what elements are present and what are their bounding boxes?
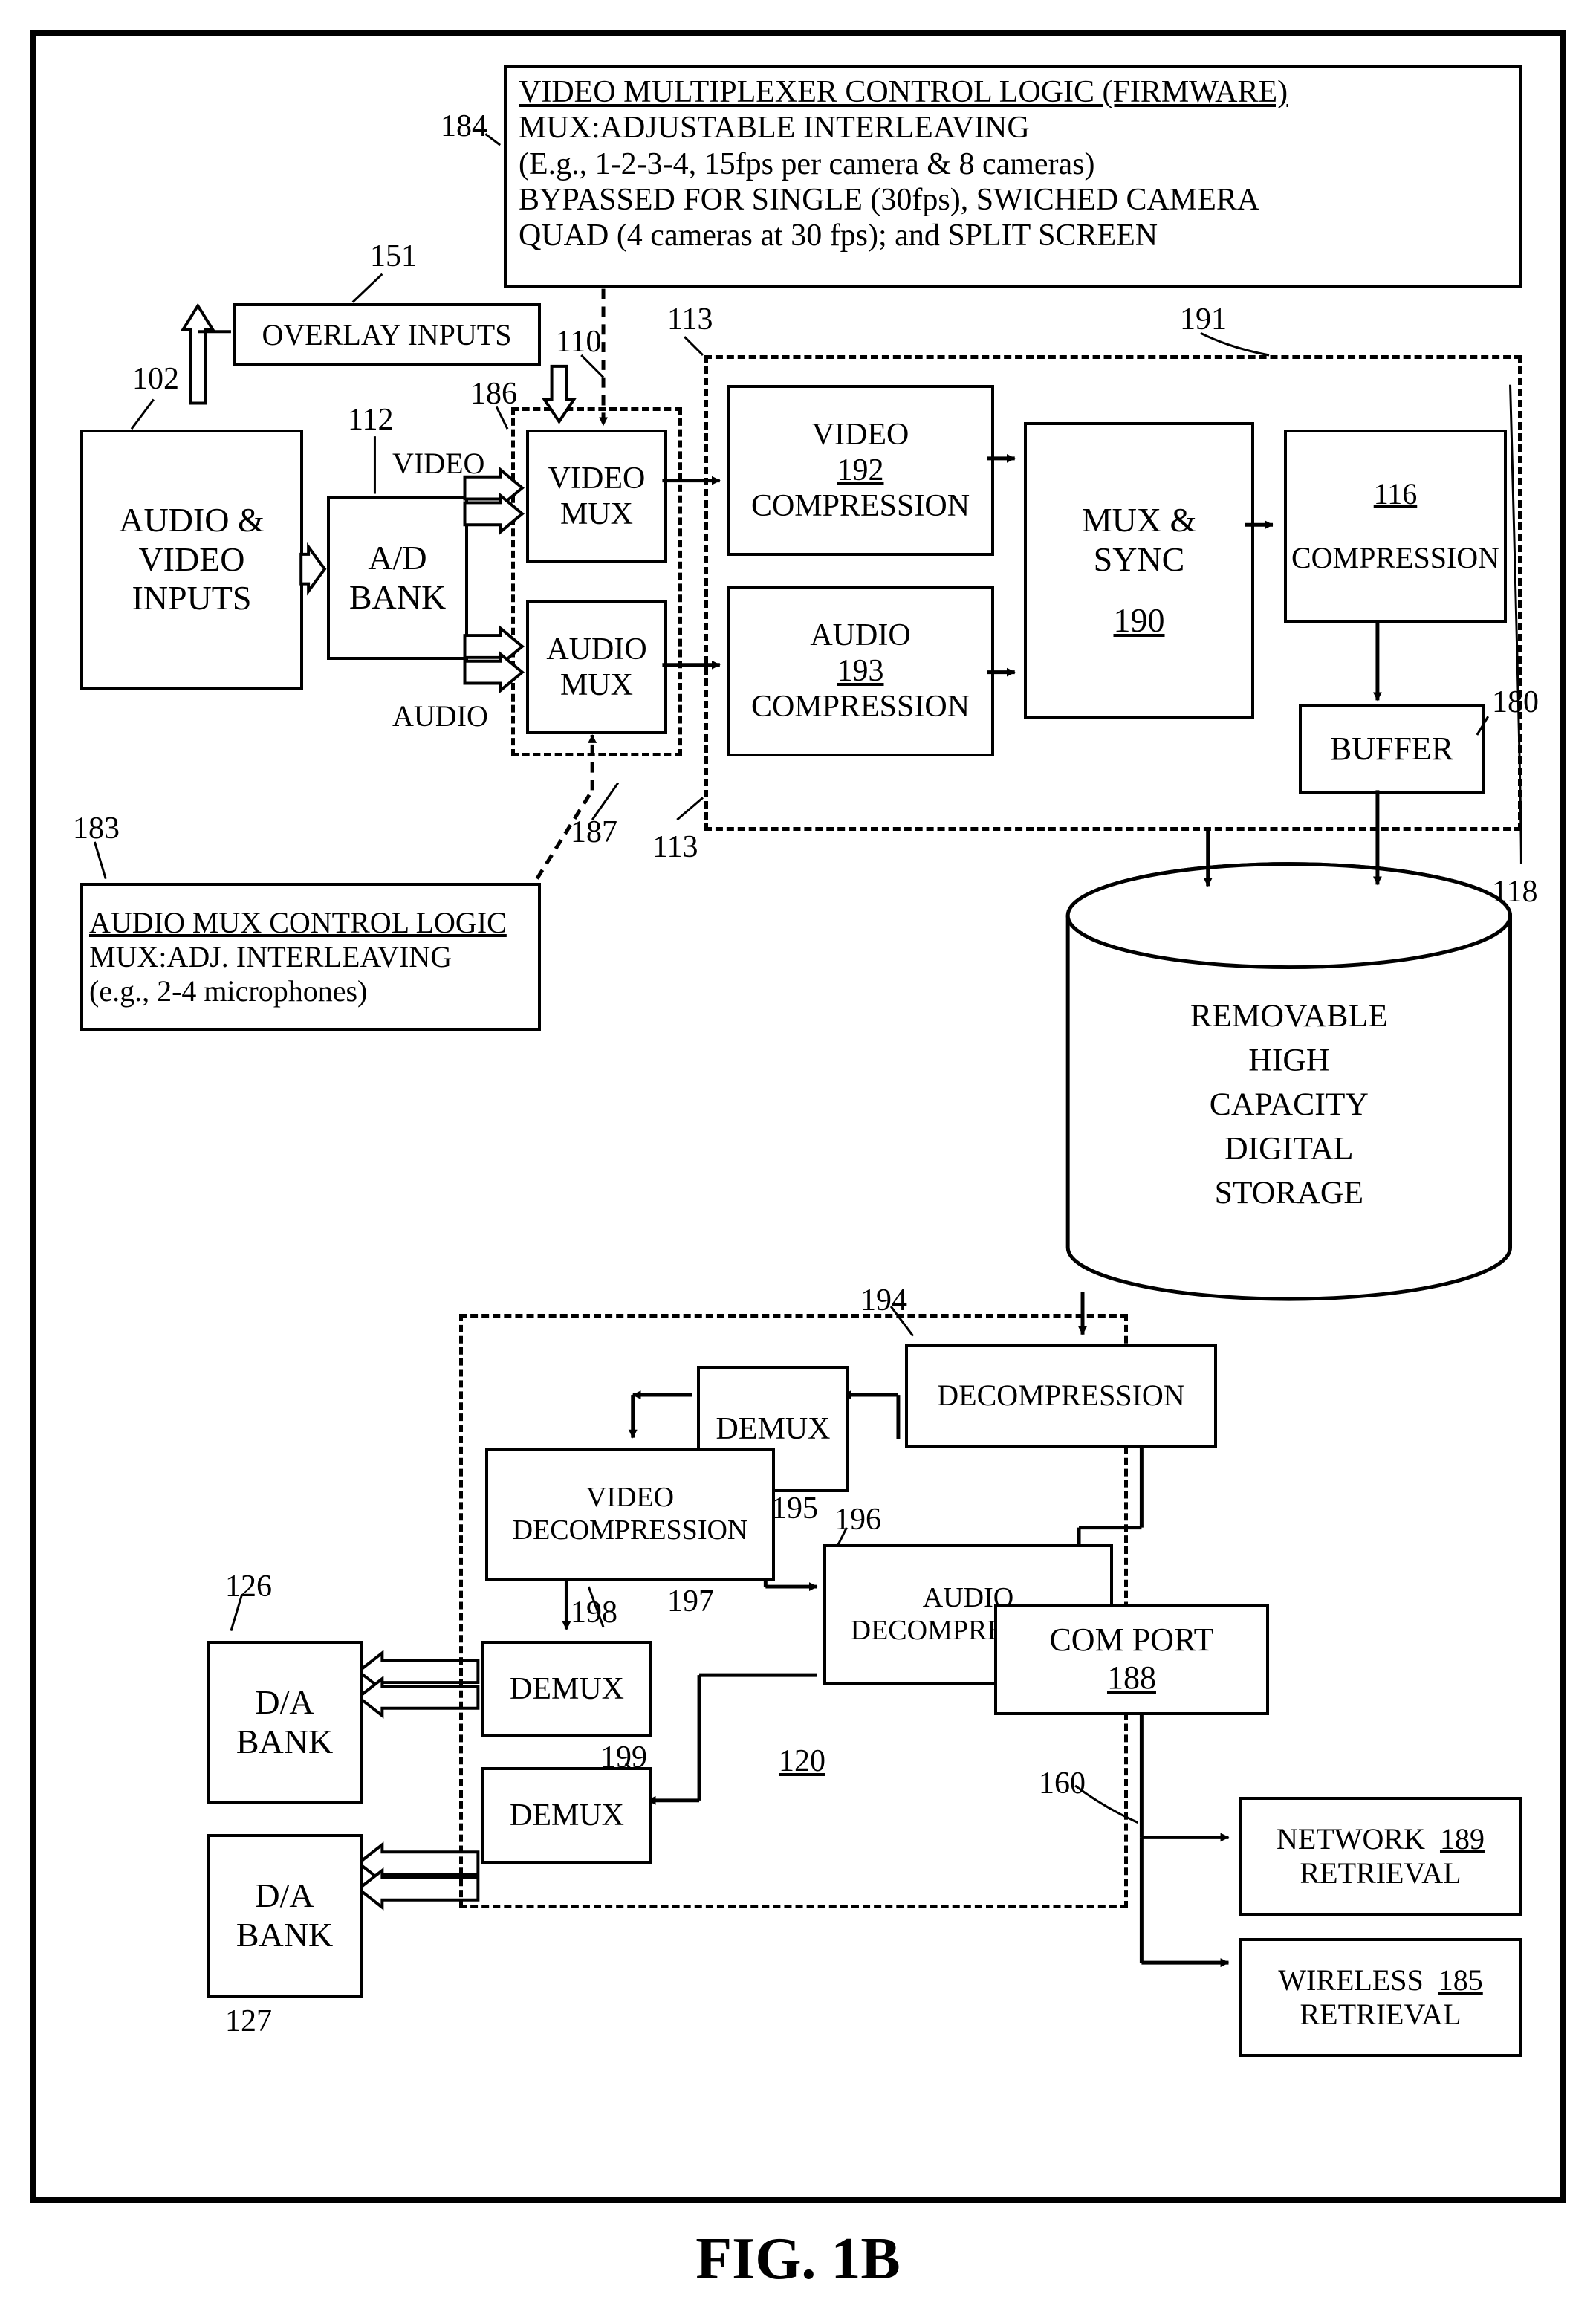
av-inputs-label: AUDIO &VIDEOINPUTS <box>119 501 264 619</box>
da-bank1-label: D/ABANK <box>236 1683 333 1762</box>
audio-video-inputs-block: AUDIO &VIDEOINPUTS <box>80 430 303 690</box>
demux-label: DEMUX <box>716 1411 831 1447</box>
video-compression-block: VIDEO 192 COMPRESSION <box>727 385 994 556</box>
ref-113a: 113 <box>667 303 713 336</box>
decompression-label: DECOMPRESSION <box>937 1378 1184 1413</box>
audio-comp-l2: COMPRESSION <box>751 689 970 725</box>
buffer-block: BUFFER <box>1299 704 1485 794</box>
ref-120: 120 <box>779 1745 825 1778</box>
audio-mux-logic-l2: MUX:ADJ. INTERLEAVING <box>89 940 507 974</box>
wl-ref: 185 <box>1438 1963 1483 1997</box>
video-decompression-block: VIDEO DECOMPRESSION <box>485 1448 775 1581</box>
compression-block: 116 COMPRESSION <box>1284 430 1507 623</box>
mux-sync-l2: SYNC <box>1082 540 1197 580</box>
buffer-label: BUFFER <box>1330 730 1453 768</box>
wl-l2: RETRIEVAL <box>1278 1998 1483 2032</box>
audio-mux-block: AUDIOMUX <box>526 600 667 734</box>
video-comp-ref: 192 <box>837 453 884 487</box>
ref-118: 118 <box>1492 875 1537 908</box>
audio-mux-logic-l3: (e.g., 2-4 microphones) <box>89 974 507 1008</box>
ref-113b: 113 <box>652 831 698 864</box>
svg-text:REMOVABLE: REMOVABLE <box>1190 998 1388 1034</box>
mux-sync-block: MUX & SYNC 190 <box>1024 422 1254 719</box>
ref-198: 198 <box>571 1596 617 1629</box>
video-label: VIDEO <box>392 448 484 479</box>
ref-199: 199 <box>600 1741 647 1774</box>
vdecomp-l2: DECOMPRESSION <box>513 1514 748 1547</box>
ad-bank-block: A/DBANK <box>327 496 468 660</box>
audio-comp-ref: 193 <box>837 654 884 688</box>
video-mux-logic-title: VIDEO MULTIPLEXER CONTROL LOGIC (FIRMWAR… <box>519 74 1507 110</box>
video-mux-control-logic-block: VIDEO MULTIPLEXER CONTROL LOGIC (FIRMWAR… <box>504 65 1522 288</box>
network-retrieval-block: NETWORK 189 RETRIEVAL <box>1239 1797 1522 1916</box>
svg-text:DIGITAL: DIGITAL <box>1224 1131 1353 1167</box>
audio-comp-l1: AUDIO <box>751 618 970 653</box>
ref-196: 196 <box>834 1503 881 1536</box>
net-l2: RETRIEVAL <box>1277 1856 1485 1891</box>
video-mux-block: VIDEOMUX <box>526 430 667 563</box>
demux3-block: DEMUX <box>481 1767 652 1864</box>
ref-183: 183 <box>73 812 120 845</box>
video-comp-l1: VIDEO <box>751 417 970 453</box>
ref-126: 126 <box>225 1570 272 1603</box>
mux-sync-l1: MUX & <box>1082 501 1197 540</box>
decompression-block: DECOMPRESSION <box>905 1344 1217 1448</box>
demux2-label: DEMUX <box>510 1671 624 1707</box>
demux3-label: DEMUX <box>510 1798 624 1833</box>
com-port-block: COM PORT 188 <box>994 1604 1269 1715</box>
audio-mux-logic-l1: AUDIO MUX CONTROL LOGIC <box>89 906 507 940</box>
compression-label: COMPRESSION <box>1291 541 1499 575</box>
figure-caption: FIG. 1B <box>30 2226 1566 2293</box>
ref-197: 197 <box>667 1585 714 1618</box>
mux-sync-ref: 190 <box>1114 601 1165 639</box>
svg-text:CAPACITY: CAPACITY <box>1210 1086 1369 1122</box>
com-port-ref: 188 <box>1107 1659 1156 1696</box>
ref-160: 160 <box>1039 1767 1086 1800</box>
ref-151: 151 <box>370 240 417 273</box>
overlay-inputs-block: OVERLAY INPUTS <box>233 303 541 366</box>
diagram-canvas: AUDIO &VIDEOINPUTS OVERLAY INPUTS A/DBAN… <box>30 30 1566 2203</box>
ref-194: 194 <box>860 1284 907 1317</box>
da-bank2-block: D/ABANK <box>207 1834 363 1998</box>
com-port-label: COM PORT <box>1049 1621 1213 1658</box>
audio-mux-control-logic-block: AUDIO MUX CONTROL LOGIC MUX:ADJ. INTERLE… <box>80 883 541 1031</box>
da-bank1-block: D/ABANK <box>207 1641 363 1804</box>
audio-compression-block: AUDIO 193 COMPRESSION <box>727 586 994 756</box>
ref-102: 102 <box>132 363 179 395</box>
video-mux-logic-body: MUX:ADJUSTABLE INTERLEAVING(E.g., 1-2-3-… <box>519 110 1507 253</box>
vdecomp-l1: VIDEO <box>513 1482 748 1514</box>
da-bank2-label: D/ABANK <box>236 1876 333 1955</box>
audio-label: AUDIO <box>392 701 488 732</box>
video-comp-l2: COMPRESSION <box>751 488 970 524</box>
ref-191: 191 <box>1180 303 1227 336</box>
ref-184: 184 <box>441 110 487 143</box>
compression-ref: 116 <box>1374 477 1418 511</box>
storage-cylinder <box>1068 864 1510 1299</box>
svg-text:HIGH: HIGH <box>1248 1042 1329 1078</box>
audio-mux-label: AUDIOMUX <box>546 632 646 704</box>
ref-112: 112 <box>348 404 393 436</box>
ref-127: 127 <box>225 2005 272 2038</box>
net-ref: 189 <box>1440 1822 1485 1856</box>
video-mux-label: VIDEOMUX <box>548 461 646 533</box>
overlay-inputs-label: OVERLAY INPUTS <box>262 318 512 352</box>
ref-110: 110 <box>556 325 601 358</box>
ref-187: 187 <box>571 816 617 849</box>
ad-bank-label: A/DBANK <box>349 539 446 618</box>
ref-186: 186 <box>470 378 517 410</box>
ref-195: 195 <box>771 1492 818 1525</box>
svg-text:STORAGE: STORAGE <box>1215 1175 1363 1211</box>
wireless-retrieval-block: WIRELESS 185 RETRIEVAL <box>1239 1938 1522 2057</box>
demux2-block: DEMUX <box>481 1641 652 1737</box>
ref-180: 180 <box>1492 686 1539 719</box>
